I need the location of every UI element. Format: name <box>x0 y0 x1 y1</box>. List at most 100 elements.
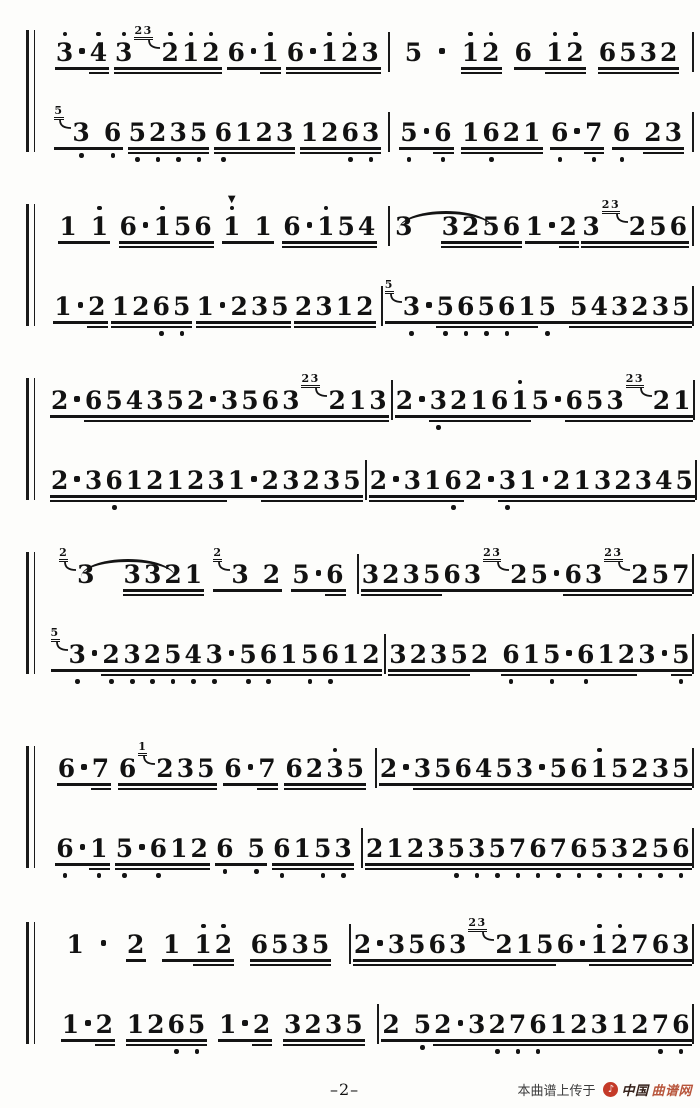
beam-underline <box>251 1043 273 1046</box>
grace-note: 23 <box>483 547 510 587</box>
note-group: 3235 <box>609 294 692 328</box>
beam-underline <box>446 867 529 870</box>
note-digit: 3 <box>71 120 91 158</box>
note-digit: 5 <box>128 120 148 162</box>
note-group: 3235 <box>388 642 470 676</box>
beam-underline <box>528 1039 610 1042</box>
note-digit: 1 <box>227 465 247 495</box>
beat-part: 53 <box>585 388 626 413</box>
note-digit: 2 <box>186 385 206 415</box>
beam-underline <box>300 673 382 676</box>
beam-underline <box>260 499 282 502</box>
beam-underline <box>609 867 692 870</box>
note-digit: 2 <box>631 559 650 589</box>
octave-dot-below <box>409 331 414 336</box>
note-digit: 6 <box>152 294 172 336</box>
note-digit: 5 <box>172 294 192 336</box>
note-digit: 6 <box>651 929 671 959</box>
octave-dot-below <box>75 679 80 684</box>
note-digit: 1 <box>111 291 131 321</box>
augmentation-dot <box>553 570 560 576</box>
augmentation-dot <box>423 128 430 134</box>
beat-part: 2 <box>94 1012 115 1046</box>
measure: 5 6 16 21 6 7 6 23 <box>392 120 692 162</box>
note-digit: 6 <box>250 929 270 959</box>
note-group: 3 23 256 <box>581 199 690 248</box>
note-group: 2161 <box>449 379 531 422</box>
note-digit: 1 <box>335 291 355 321</box>
beat-part: 2 <box>251 1012 273 1046</box>
beam-underline <box>127 147 210 150</box>
note-digit: 6 <box>528 836 548 878</box>
beam-underline <box>53 321 108 324</box>
beat-part: 5 6 12 <box>542 642 637 684</box>
beam-underline <box>352 959 448 962</box>
beam-underline <box>456 321 538 324</box>
note-digit: 5 <box>271 291 290 321</box>
augmentation-dot <box>403 764 409 770</box>
notation-line: 5 3 2 3 2 5 4 3 5 6 1 5 6 12 3235 2 6 1 5 6 12 3 5 <box>50 614 694 694</box>
octave-dot-below <box>557 157 563 162</box>
octave-dot-below <box>484 331 489 336</box>
beat-part: 3 <box>428 388 449 430</box>
note-digit: 5 <box>292 559 311 589</box>
beam-underline <box>125 1039 208 1042</box>
beat-part: 3 <box>584 562 604 587</box>
beam-underline <box>360 593 443 596</box>
note-digit: 5 <box>570 291 589 321</box>
note-group: 3235 <box>281 465 363 502</box>
measure: 6 1 5 6 12 6 5 6 15 3 <box>50 833 359 878</box>
octave-dot-above <box>597 747 602 752</box>
note-group: 126 5 <box>110 291 193 336</box>
augmentation-dot <box>79 844 86 850</box>
system: 6 7 6 1 235 6 7 623 5 2 3 5645 3 561 5235 6 1 5 6 12 6 5 6 15 3 2… <box>26 728 694 888</box>
note-digit: 1 <box>515 929 535 959</box>
note-digit: 5 <box>413 1012 433 1050</box>
note-digit: 1 <box>341 639 361 669</box>
measure: 2123 5 3 5 7 6 7 6 5 3 2 5 6 <box>365 836 692 878</box>
note-digit: 3 <box>220 385 240 415</box>
note-digit: 1 <box>300 117 320 147</box>
system: 1 1 6 1 56 1 ▼ 1 6 1 54 3 3256 1 2 3 23 256 1 2 126 5 1 235 2312… <box>26 186 694 346</box>
note-digit: 6 <box>214 120 234 162</box>
note-digit: 2 <box>304 1009 323 1039</box>
note-digit: 1 <box>470 385 489 415</box>
note-digit: 6 <box>671 1012 691 1054</box>
note-group: 5435 <box>104 385 186 422</box>
note-group: 5 6 12 <box>114 833 210 878</box>
beam-underline <box>537 321 610 324</box>
barline <box>694 460 698 500</box>
beat-part: 6 123 <box>214 120 296 162</box>
beam-underline <box>291 589 346 592</box>
note-digit: 1 <box>510 379 530 413</box>
octave-dot-below <box>576 873 582 878</box>
note-digit: 2 <box>190 833 209 863</box>
measure: 1 2 126 5 1 235 2312 <box>50 291 379 336</box>
octave-dot-below <box>155 157 161 162</box>
barline <box>377 1004 380 1044</box>
note-digit: 3 <box>322 465 342 495</box>
beam-underline <box>435 325 457 328</box>
score: 3 4 3 23 2 1 2 6 1 6 1 2 3 5 1 2 6 1 2 6532 5 3 6 5 2 3 5 6 123 126 3 5… <box>0 12 700 1064</box>
beat-part: 5 <box>530 562 564 587</box>
beat-part: 4 <box>88 31 110 74</box>
octave-dot-below <box>194 1049 200 1054</box>
note-digit: 2 <box>464 465 484 495</box>
note-digit: 6 <box>326 559 345 589</box>
octave-dot-below <box>170 679 176 684</box>
note-digit: 5 <box>166 385 185 415</box>
watermark: 本曲谱上传于 ♪ 中国 曲谱网 <box>517 1080 692 1099</box>
beat-part: 1 ▼ 1 <box>222 194 274 239</box>
beam-underline <box>440 241 523 244</box>
beat-part: 5 <box>671 642 692 684</box>
beat-part: 126 5 <box>111 291 193 336</box>
note-digit: 1 <box>348 385 368 415</box>
beam-underline <box>530 415 585 418</box>
